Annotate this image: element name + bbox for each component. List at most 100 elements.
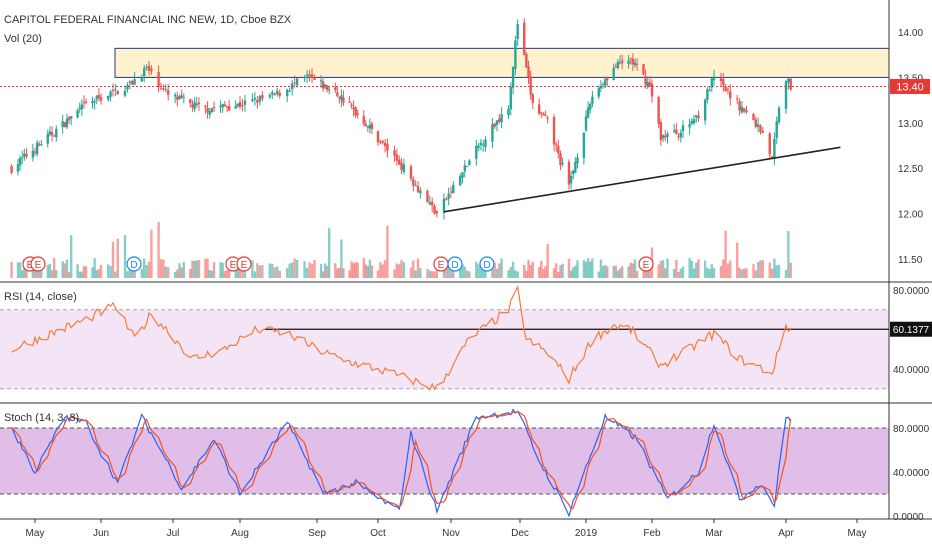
volume-bar — [133, 266, 136, 278]
time-scale[interactable]: May Jun Jul Aug Sep Oct Nov Dec 2019 Feb Mar Apr May — [26, 519, 867, 539]
volume-bar — [414, 270, 417, 278]
earnings-marker[interactable]: E — [236, 256, 252, 272]
candle-body — [426, 190, 429, 203]
candle-body — [376, 131, 380, 143]
candle-body — [475, 145, 478, 159]
candle — [258, 94, 262, 106]
volume-bar — [278, 270, 281, 278]
volume-bar — [206, 258, 209, 278]
candle-body — [305, 74, 309, 76]
candle — [212, 101, 216, 112]
volume-bar — [433, 271, 436, 278]
volume-bar — [164, 266, 167, 278]
candle — [644, 69, 647, 89]
candle — [612, 63, 615, 81]
candle — [511, 66, 515, 95]
candle — [393, 145, 396, 163]
candle-body — [368, 125, 372, 129]
dividend-marker[interactable]: D — [479, 256, 495, 272]
candle-body — [712, 76, 716, 81]
candle-body — [569, 175, 573, 184]
candle — [706, 87, 709, 104]
candle-body — [319, 80, 323, 82]
volume-bar — [789, 262, 792, 278]
volume-bar — [552, 268, 556, 278]
volume-bar — [204, 258, 207, 278]
candle — [738, 98, 741, 116]
candle — [285, 88, 289, 103]
candle — [397, 155, 401, 165]
candle-body — [789, 78, 792, 90]
rsi-panel[interactable] — [0, 284, 889, 391]
volume-bar — [695, 262, 698, 278]
earnings-marker[interactable]: E — [433, 256, 449, 272]
dividend-marker[interactable]: D — [126, 256, 142, 272]
candle — [576, 153, 579, 169]
candle — [223, 100, 227, 107]
candle — [189, 98, 192, 108]
candle-body — [303, 76, 306, 79]
candle-body — [642, 63, 645, 75]
time-tick-label: Jun — [93, 528, 109, 539]
stoch-panel[interactable] — [0, 408, 889, 518]
candle-body — [133, 79, 136, 85]
support-trendline[interactable] — [443, 146, 841, 213]
price-scale[interactable]: 14.00 13.50 13.00 12.50 12.00 11.50 80.0000 40.… — [893, 28, 930, 523]
candle-body — [540, 112, 543, 114]
candle — [325, 84, 329, 93]
candle — [180, 89, 183, 99]
candle-body — [182, 97, 186, 99]
volume-bar — [253, 271, 257, 278]
candle-body — [18, 158, 22, 166]
volume-bar — [712, 268, 716, 278]
candle-body — [576, 157, 579, 164]
candle — [204, 104, 207, 114]
candle-body — [381, 141, 384, 143]
candle — [435, 210, 439, 218]
candle — [459, 173, 462, 187]
candle — [740, 100, 744, 114]
volume-bar — [325, 265, 329, 278]
volume-bar — [768, 262, 771, 278]
earnings-marker[interactable]: E — [30, 256, 46, 272]
candle — [582, 132, 586, 165]
candle-body — [537, 104, 541, 114]
candle — [710, 77, 713, 93]
candle — [80, 99, 84, 116]
candle — [123, 85, 127, 98]
volume-bar — [400, 259, 403, 278]
dividend-marker[interactable]: D — [447, 256, 463, 272]
candle-body — [340, 95, 343, 101]
candle-body — [745, 110, 748, 113]
volume-bar — [589, 261, 592, 278]
volume-bar — [354, 262, 357, 278]
earnings-marker[interactable]: E — [638, 256, 654, 272]
candle-body — [400, 162, 403, 170]
event-marker-label: E — [438, 260, 445, 271]
candle — [409, 164, 413, 182]
candle-body — [428, 202, 432, 205]
candle-body — [204, 105, 207, 107]
volume-bar — [376, 270, 380, 278]
candle-body — [109, 91, 112, 97]
event-marker-label: D — [130, 260, 137, 271]
candle-body — [356, 113, 359, 115]
candle-body — [221, 104, 224, 108]
volume-bar — [491, 265, 494, 278]
candle-body — [461, 172, 464, 178]
candle-body — [768, 133, 771, 155]
candle-body — [342, 97, 345, 103]
candle — [288, 87, 291, 93]
volume-bar — [210, 270, 214, 278]
candle-body — [770, 156, 774, 158]
candle — [614, 63, 618, 68]
candle-body — [191, 104, 194, 108]
volume-bar — [561, 263, 564, 278]
candle — [33, 147, 37, 156]
candle-body — [386, 143, 389, 151]
time-tick-label: Aug — [231, 528, 249, 539]
